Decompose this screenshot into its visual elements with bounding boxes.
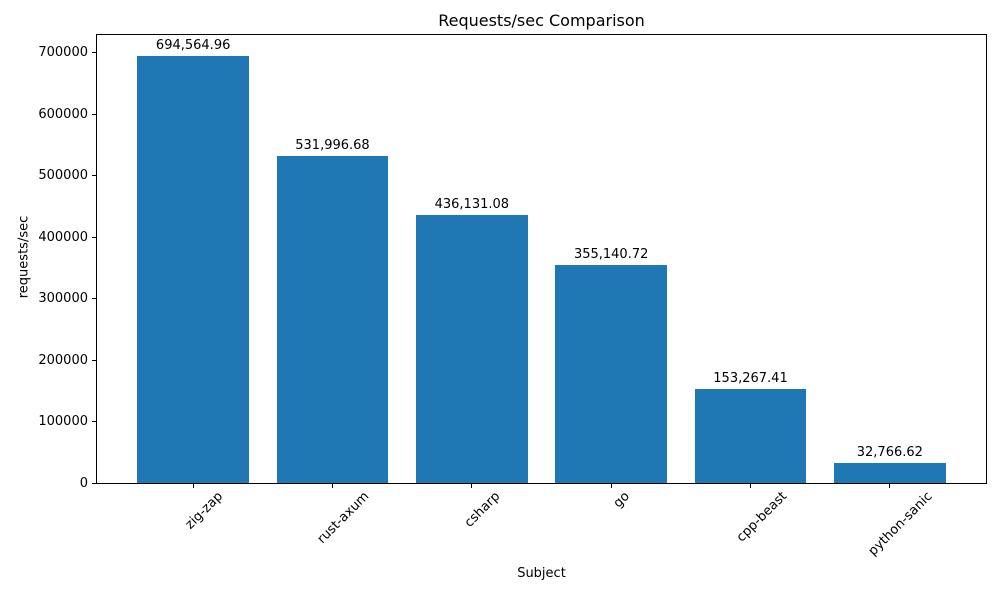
bar-cpp-beast: [694, 388, 807, 483]
x-tick-label: python-sanic: [865, 489, 936, 559]
x-tick-label: rust-axum: [314, 489, 373, 547]
bar-value-label: 153,267.41: [713, 370, 788, 386]
y-tick-label: 300000: [38, 291, 88, 307]
bar-csharp: [416, 215, 528, 483]
x-tick-mark: [750, 484, 751, 488]
y-tick-label: 400000: [38, 229, 88, 245]
y-tick-label: 700000: [38, 45, 88, 61]
y-tick-mark: [92, 236, 96, 238]
y-tick-mark: [92, 113, 96, 115]
y-tick-label: 500000: [38, 168, 88, 184]
x-axis-label: Subject: [517, 566, 566, 581]
x-tick-label: zig-zap: [182, 489, 227, 533]
y-tick-label: 600000: [38, 106, 88, 122]
bar-value-label: 694,564.96: [155, 38, 231, 54]
y-tick-mark: [92, 421, 96, 423]
y-tick-label: 100000: [38, 414, 88, 430]
bar-python-sanic: [834, 462, 946, 483]
bar-value-label: 531,996.68: [295, 138, 370, 154]
chart-title: Requests/sec Comparison: [438, 11, 645, 30]
x-tick-mark: [331, 484, 333, 488]
y-tick-mark: [92, 175, 96, 177]
bar-zig-zap: [137, 56, 249, 483]
x-tick-mark: [192, 484, 194, 488]
y-tick-mark: [92, 52, 96, 54]
bar-value-label: 436,131.08: [434, 197, 510, 213]
x-tick-mark: [889, 484, 891, 488]
x-tick-label: cpp-beast: [733, 489, 790, 546]
x-tick-mark: [471, 484, 473, 488]
plot-area: 694,564.96 531,996.68 436,131.08 355,140.72…: [96, 34, 987, 484]
bar-rust-axum: [276, 156, 389, 483]
y-tick-label: 200000: [38, 352, 88, 368]
bar-go: [555, 264, 667, 483]
y-axis-label: requests/sec: [16, 215, 32, 299]
y-tick-mark: [92, 359, 96, 361]
y-tick-label: 0: [79, 475, 88, 491]
x-tick-label: go: [611, 489, 634, 512]
y-tick-mark: [92, 482, 96, 484]
bar-value-label: 32,766.62: [856, 444, 923, 460]
x-tick-label: csharp: [461, 489, 504, 531]
y-tick-mark: [92, 298, 96, 300]
x-tick-mark: [610, 484, 612, 488]
bar-value-label: 355,140.72: [573, 246, 649, 262]
